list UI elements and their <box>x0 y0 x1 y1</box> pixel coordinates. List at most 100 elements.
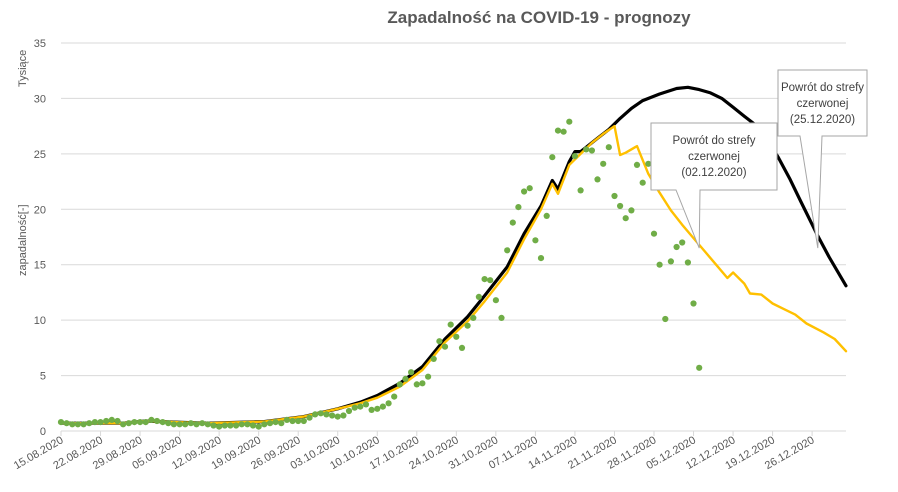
annotation-text: Powrót do strefy <box>672 135 755 147</box>
y-tick-label: 0 <box>40 426 46 438</box>
observed-point <box>182 421 189 428</box>
observed-point <box>272 419 279 426</box>
observed-point <box>249 422 257 429</box>
observed-point <box>600 160 607 167</box>
observed-point <box>80 421 87 428</box>
observed-point <box>667 258 675 265</box>
observed-point <box>170 421 177 428</box>
observed-point <box>650 230 658 237</box>
y-axis-label: zapadalność[-] <box>17 204 29 276</box>
annotations: Powrót do strefy czerwonej (02.12.2020) Pow… <box>650 69 868 249</box>
observed-point <box>91 419 98 426</box>
y-unit-label: Tysiące <box>17 50 29 87</box>
observed-point <box>605 144 612 151</box>
observed-point <box>317 410 324 417</box>
observed-point <box>357 403 364 410</box>
observed-point <box>114 417 121 425</box>
observed-point <box>453 333 460 340</box>
observed-point <box>673 243 680 251</box>
observed-point <box>577 187 584 194</box>
observed-point <box>684 259 692 266</box>
observed-point <box>210 422 217 429</box>
y-tick-label: 10 <box>34 315 46 327</box>
observed-point <box>283 416 290 423</box>
observed-point <box>571 153 579 160</box>
observed-point <box>329 412 336 419</box>
observed-point <box>351 404 358 411</box>
observed-point <box>368 406 375 413</box>
observed-point <box>379 403 386 410</box>
observed-point <box>441 343 449 350</box>
observed-point <box>199 420 206 427</box>
observed-point <box>153 417 161 425</box>
annotation-text: Powrót do strefy <box>781 82 864 94</box>
observed-point <box>63 420 70 427</box>
observed-point <box>617 202 624 210</box>
observed-point <box>334 413 341 420</box>
observed-point <box>340 412 347 419</box>
observed-point <box>447 321 454 328</box>
observed-point <box>142 419 149 426</box>
observed-point <box>594 176 601 183</box>
chart-title: Zapadalność na COVID-19 - prognozy <box>387 8 691 27</box>
observed-point <box>425 373 432 380</box>
observed-point <box>413 381 420 388</box>
observed-point <box>408 369 415 376</box>
observed-point <box>639 179 646 186</box>
observed-point <box>526 185 533 192</box>
observed-point <box>464 322 471 329</box>
observed-point <box>560 128 567 135</box>
observed-point <box>588 147 596 154</box>
observed-point <box>227 422 234 429</box>
observed-point <box>131 419 138 426</box>
observed-point <box>566 118 573 125</box>
observed-point <box>611 192 618 200</box>
observed-point <box>120 421 127 428</box>
series-lines <box>59 85 848 425</box>
observed-point <box>137 419 144 426</box>
observed-point <box>86 420 93 427</box>
observed-point <box>458 344 466 351</box>
observed-point <box>521 188 528 195</box>
observed-point <box>97 419 104 426</box>
observed-point <box>509 219 516 226</box>
observed-point <box>148 416 155 423</box>
observed-point <box>216 423 223 430</box>
observed-point <box>679 239 686 246</box>
observed-point <box>543 212 550 219</box>
observed-point <box>690 300 697 307</box>
observed-point <box>532 237 539 244</box>
observed-point <box>554 127 562 134</box>
annotation-text: (02.12.2020) <box>681 167 746 179</box>
observed-point <box>108 416 115 423</box>
y-tick-label: 30 <box>34 93 46 105</box>
observed-point <box>261 421 268 428</box>
forecast_yellow-line <box>59 124 848 425</box>
observed-point <box>323 411 330 418</box>
annotation-text: czerwonej <box>688 151 740 163</box>
annotation-callout <box>777 69 868 249</box>
y-tick-label: 5 <box>40 371 46 383</box>
observed-point <box>221 422 228 429</box>
observed-point <box>504 247 511 254</box>
annotation-callout <box>650 122 778 249</box>
y-tick-label: 15 <box>34 260 46 272</box>
observed-point <box>187 420 194 427</box>
observed-point <box>430 355 437 362</box>
observed-points <box>57 118 703 430</box>
observed-point <box>385 400 392 407</box>
observed-point <box>475 293 482 300</box>
observed-point <box>103 417 110 425</box>
observed-point <box>549 154 556 161</box>
observed-point <box>312 411 319 418</box>
observed-point <box>306 414 313 421</box>
observed-point <box>470 314 477 321</box>
y-tick-label: 20 <box>34 204 46 216</box>
observed-point <box>656 261 663 268</box>
observed-point <box>238 421 245 428</box>
observed-point <box>69 421 76 428</box>
observed-point <box>193 421 200 428</box>
y-tick-label: 25 <box>34 149 46 161</box>
observed-point <box>622 215 629 222</box>
